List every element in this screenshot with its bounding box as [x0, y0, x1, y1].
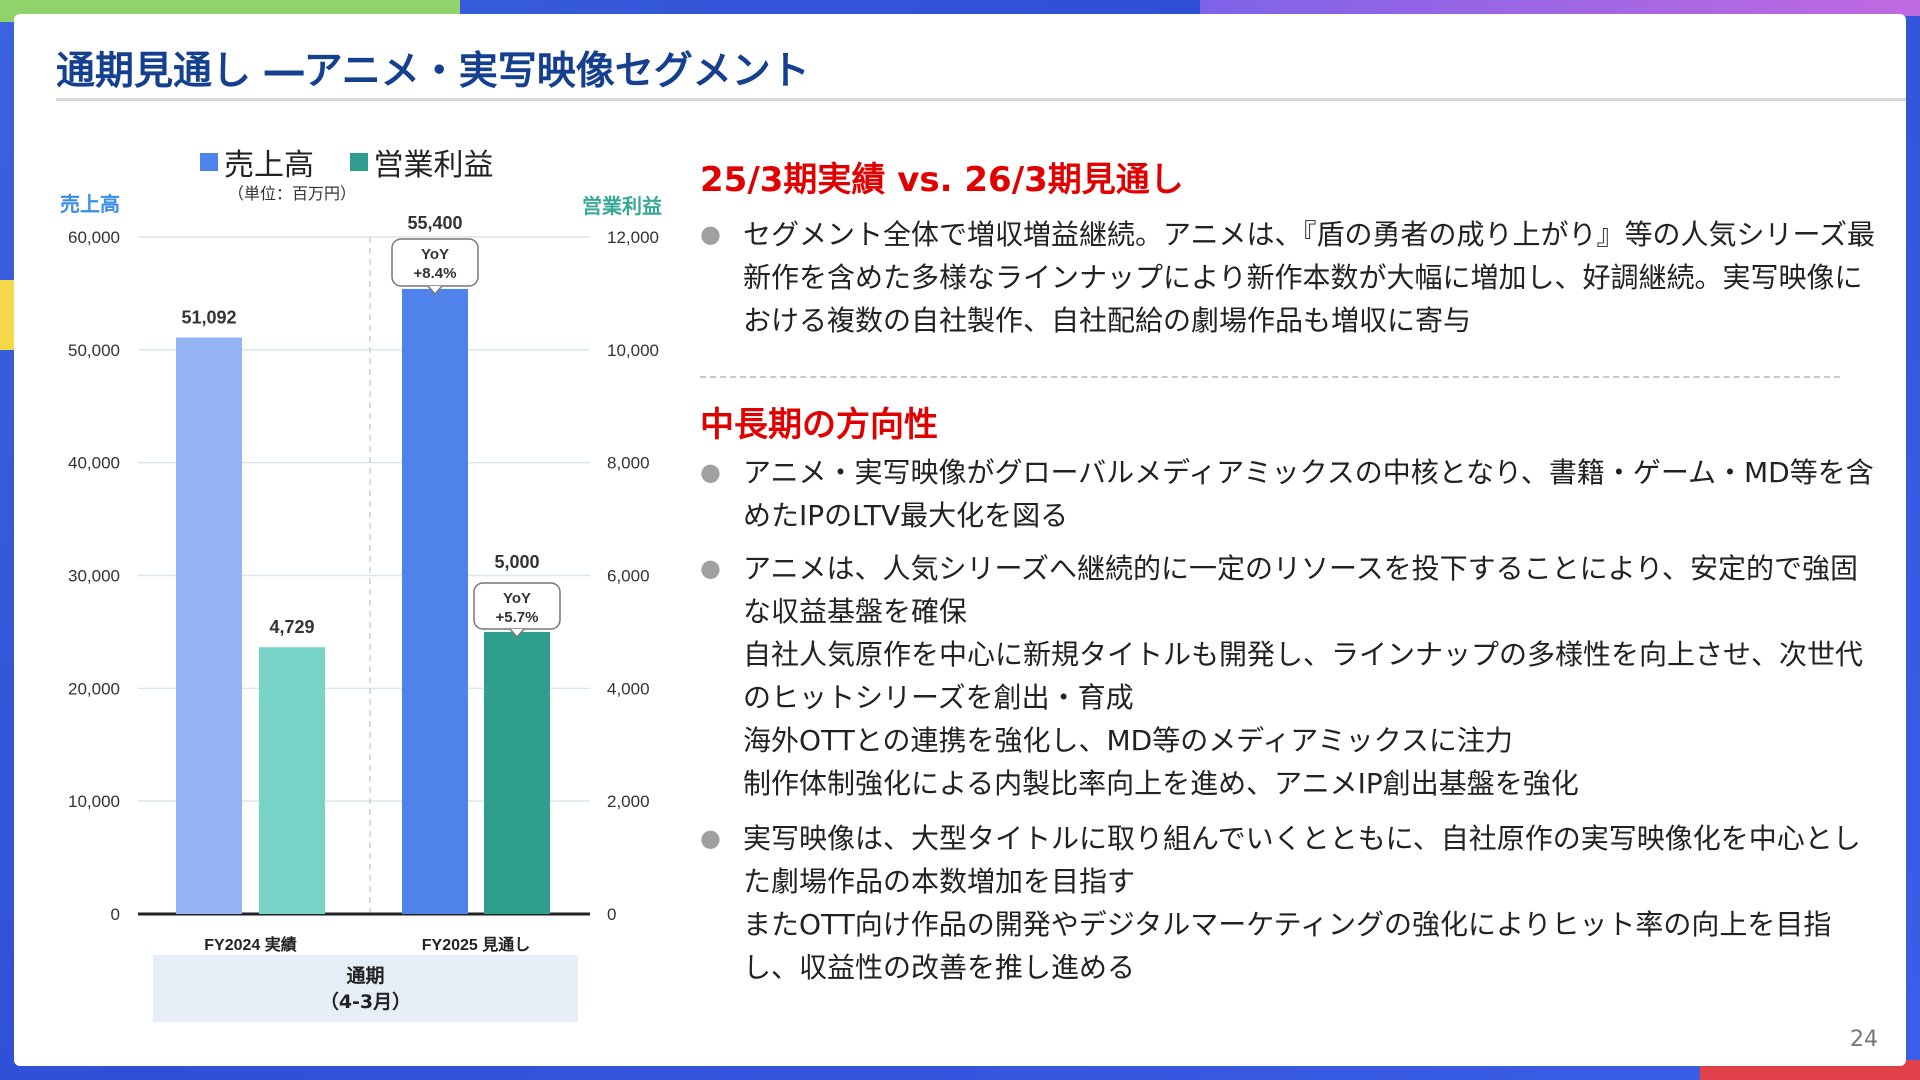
left-tick-label: 30,000	[68, 567, 120, 586]
yoy-callout-value: +5.7%	[496, 609, 539, 626]
category-label: FY2024 実績	[204, 935, 297, 954]
bullet-text: アニメ・実写映像がグローバルメディアミックスの中核となり、書籍・ゲーム・MD等を…	[743, 456, 1874, 532]
operating-profit-bar	[484, 631, 550, 914]
heading-results-vs-forecast: 25/3期実績 vs. 26/3期見通し	[700, 160, 1184, 200]
sales-bar	[402, 288, 468, 914]
legend-item-operating-profit: 営業利益	[349, 140, 494, 184]
right-tick-label: 8,000	[607, 454, 650, 473]
period-label-line1: 通期	[346, 964, 385, 987]
period-label-line2: （4-3月）	[319, 990, 412, 1013]
left-tick-label: 50,000	[68, 341, 120, 360]
left-tick-label: 60,000	[68, 228, 120, 247]
bullet-line: 制作体制強化による内製比率向上を進め、アニメIP創出基盤を強化	[743, 767, 1579, 800]
left-tick-label: 40,000	[68, 454, 120, 473]
bullet-dot-icon: ●	[700, 824, 721, 852]
bullet-text: セグメント全体で増収増益継続。アニメは、『盾の勇者の成り上がり』等の人気シリーズ…	[743, 218, 1876, 337]
page-number: 24	[1850, 1027, 1878, 1052]
left-tick-label: 0	[111, 905, 120, 924]
bullet-line: 海外OTTとの連携を強化し、MD等のメディアミックスに注力	[743, 724, 1513, 757]
legend-swatch-operating-profit	[349, 153, 368, 171]
bullet-dot-icon: ●	[700, 458, 721, 486]
bullet-dot-icon: ●	[700, 220, 721, 248]
right-tick-label: 4,000	[607, 679, 650, 698]
bullet-text-group: アニメは、人気シリーズへ継続的に一定のリソースを投下することにより、安定的で強固…	[743, 547, 1880, 805]
decor-stripe-purple	[1200, 0, 1920, 16]
yoy-callout-pointer	[427, 285, 443, 296]
left-tick-label: 20,000	[68, 679, 120, 698]
title-underline	[56, 98, 1906, 101]
left-axis-title: 売上高	[60, 192, 120, 216]
bullet-global-media-mix: ● アニメ・実写映像がグローバルメディアミックスの中核となり、書籍・ゲーム・MD…	[700, 451, 1880, 537]
decor-stripe-yellow	[0, 280, 16, 350]
right-tick-label: 0	[607, 905, 616, 924]
bullet-line: 実写映像は、大型タイトルに取り組んでいくとともに、自社原作の実写映像化を中心とし…	[743, 822, 1861, 898]
bar-chart: 0 0 10,000 2,000 20,000 4,000 30,000 6,000 40,00…	[68, 213, 659, 954]
bullet-text-group: 実写映像は、大型タイトルに取り組んでいくとともに、自社原作の実写映像化を中心とし…	[743, 817, 1880, 989]
period-label-box: 通期 （4-3月）	[153, 955, 578, 1022]
bullet-anime-strategy: ● アニメは、人気シリーズへ継続的に一定のリソースを投下することにより、安定的で…	[700, 547, 1880, 805]
yoy-callout-label: YoY	[421, 246, 449, 263]
operating-profit-data-label: 4,729	[269, 617, 314, 637]
sales-data-label: 55,400	[407, 213, 462, 233]
slide	[14, 14, 1906, 1066]
right-tick-label: 6,000	[607, 567, 650, 586]
operating-profit-bar	[259, 647, 325, 914]
left-tick-label: 10,000	[68, 792, 120, 811]
legend-item-sales: 売上高	[200, 140, 314, 184]
chart-unit-note: （単位：百万円）	[228, 184, 357, 203]
right-axis-title: 営業利益	[582, 194, 662, 218]
legend-label-operating-profit: 営業利益	[373, 148, 494, 183]
legend-swatch-sales	[200, 153, 218, 171]
sales-bar	[176, 337, 242, 914]
yoy-callout-pointer	[509, 628, 525, 639]
yoy-callout-label: YoY	[503, 590, 531, 607]
bullet-live-action-strategy: ● 実写映像は、大型タイトルに取り組んでいくとともに、自社原作の実写映像化を中心…	[700, 817, 1880, 989]
bullet-line: またOTT向け作品の開発やデジタルマーケティングの強化によりヒット率の向上を目指…	[743, 908, 1832, 984]
operating-profit-data-label: 5,000	[494, 552, 539, 572]
section-divider	[700, 376, 1840, 378]
bullet-line: 自社人気原作を中心に新規タイトルも開発し、ラインナップの多様性を向上させ、次世代…	[743, 638, 1864, 714]
yoy-callout-value: +8.4%	[414, 265, 457, 282]
right-tick-label: 12,000	[607, 228, 659, 247]
slide-title: 通期見通し ―アニメ・実写映像セグメント	[56, 49, 810, 94]
category-label: FY2025 見通し	[422, 936, 531, 954]
sales-data-label: 51,092	[181, 308, 236, 328]
right-tick-label: 2,000	[607, 792, 650, 811]
heading-mid-long-term: 中長期の方向性	[700, 405, 938, 445]
bullet-segment-summary: ● セグメント全体で増収増益継続。アニメは、『盾の勇者の成り上がり』等の人気シリ…	[700, 213, 1880, 342]
legend-label-sales: 売上高	[224, 148, 314, 183]
right-tick-label: 10,000	[607, 341, 659, 360]
bullet-dot-icon: ●	[700, 554, 721, 582]
chart-legend: 売上高 営業利益	[200, 140, 520, 184]
bullet-line: アニメは、人気シリーズへ継続的に一定のリソースを投下することにより、安定的で強固…	[743, 552, 1858, 628]
